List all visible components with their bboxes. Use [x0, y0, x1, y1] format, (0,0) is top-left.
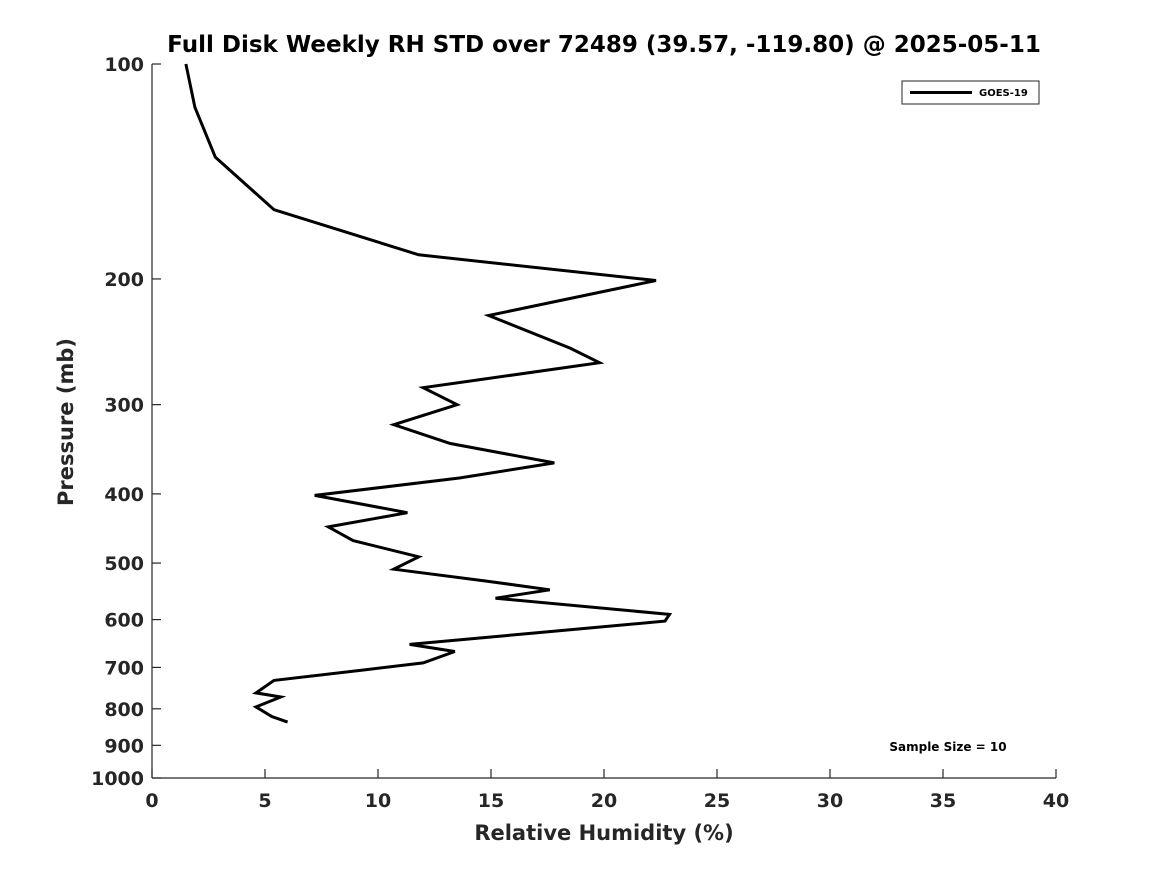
x-tick-label: 35 [930, 790, 956, 812]
y-tick-label: 400 [104, 484, 144, 506]
x-tick-label: 25 [704, 790, 730, 812]
series-group [184, 63, 673, 724]
legend: GOES-19 [901, 80, 1040, 105]
x-tick-label: 10 [365, 790, 391, 812]
x-tick-label: 20 [591, 790, 617, 812]
x-tick-label: 0 [145, 790, 158, 812]
chart-title: Full Disk Weekly RH STD over 72489 (39.5… [167, 32, 1041, 58]
y-tick-label: 700 [104, 657, 144, 679]
y-tick-label: 800 [104, 699, 144, 721]
x-tick-label: 30 [817, 790, 843, 812]
x-tick-label: 5 [258, 790, 271, 812]
x-axis-label: Relative Humidity (%) [474, 821, 733, 845]
x-tick-label: 15 [478, 790, 504, 812]
y-tick-label: 900 [104, 735, 144, 757]
y-tick-label: 600 [104, 610, 144, 632]
y-axis-label: Pressure (mb) [54, 338, 78, 506]
series-line-goes-19 [184, 63, 673, 724]
y-ticks: 100 200 300 400 500 600 700 800 900 1000 [91, 54, 161, 790]
legend-label: GOES-19 [979, 88, 1028, 99]
x-ticks: 0 5 10 15 20 25 30 35 40 [145, 769, 1069, 812]
x-tick-label: 40 [1043, 790, 1069, 812]
y-tick-label: 1000 [91, 768, 144, 790]
y-tick-label: 500 [104, 553, 144, 575]
sample-size-annotation: Sample Size = 10 [889, 740, 1006, 754]
y-tick-label: 100 [104, 54, 144, 76]
y-tick-label: 300 [104, 395, 144, 417]
y-tick-label: 200 [104, 269, 144, 291]
